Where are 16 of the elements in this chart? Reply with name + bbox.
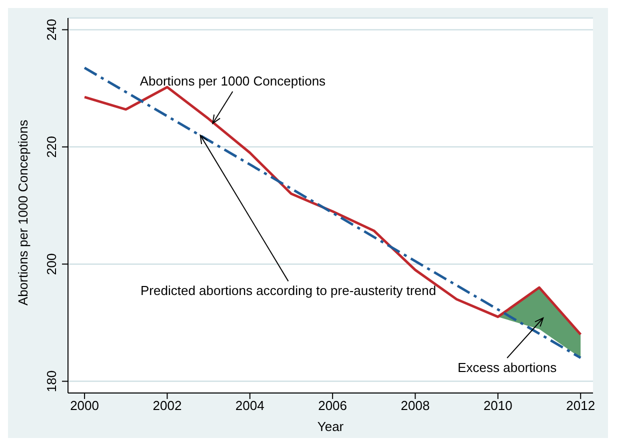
y-tick-label: 220 — [44, 136, 59, 158]
y-tick-label: 180 — [44, 370, 59, 392]
x-tick-label: 2006 — [318, 398, 348, 414]
y-tick-label: 200 — [44, 253, 59, 275]
y-axis-title: Abortions per 1000 Conceptions — [16, 119, 31, 306]
annotation: Abortions per 1000 Conceptions — [140, 73, 326, 88]
x-axis-title: Year — [317, 419, 344, 434]
y-tick-label: 240 — [44, 18, 59, 41]
annotation: Excess abortions — [458, 360, 558, 375]
x-tick-label: 2008 — [400, 398, 430, 414]
annotation: Predicted abortions according to pre-austerity trend — [140, 283, 436, 298]
x-tick-label: 2000 — [70, 398, 99, 414]
x-tick-label: 2002 — [152, 398, 182, 414]
x-tick-label: 2004 — [235, 398, 264, 414]
x-tick-label: 2010 — [483, 398, 512, 414]
x-tick-label: 2012 — [566, 398, 596, 414]
